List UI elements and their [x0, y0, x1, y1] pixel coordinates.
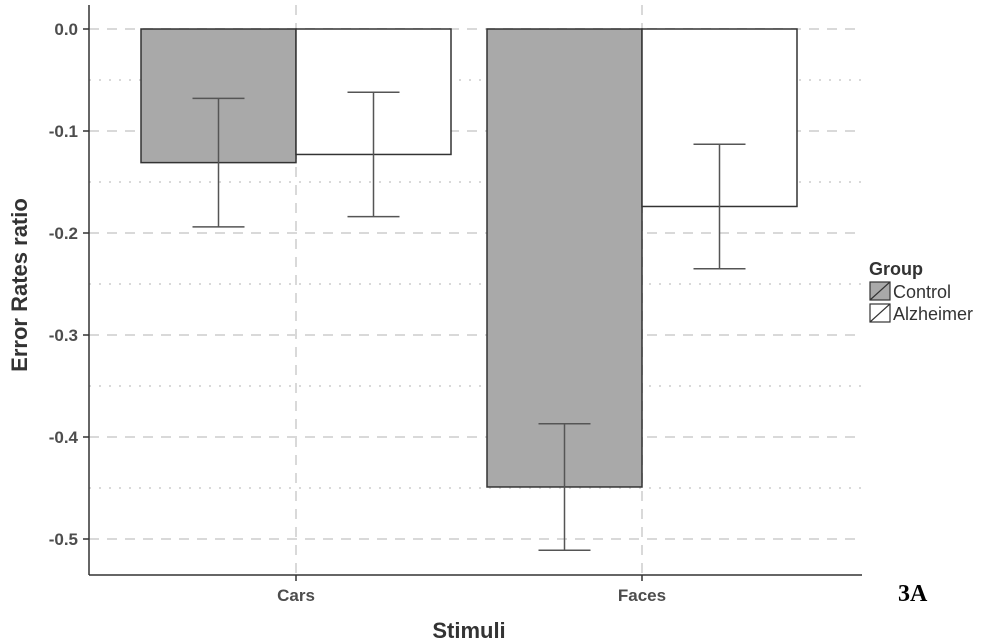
y-tick-labels: 0.0 -0.1 -0.2 -0.3 -0.4 -0.5 — [49, 20, 79, 549]
y-tick-label: -0.3 — [49, 326, 78, 345]
legend-key-slash-control — [869, 281, 891, 301]
x-tick-label-faces: Faces — [618, 586, 666, 605]
y-tick-label: -0.2 — [49, 224, 78, 243]
y-tick-label: -0.1 — [49, 122, 78, 141]
panel-label: 3A — [898, 581, 928, 607]
y-tick-label: -0.4 — [49, 428, 79, 447]
legend-label-control: Control — [893, 282, 951, 302]
y-axis-title: Error Rates ratio — [7, 198, 32, 372]
x-tick-labels: Cars Faces — [277, 586, 666, 605]
x-axis-title: Stimuli — [432, 618, 505, 642]
y-tick-label: 0.0 — [54, 20, 78, 39]
bar-faces-control — [486, 28, 643, 488]
legend-title: Group — [869, 259, 923, 279]
y-tick-label: -0.5 — [49, 530, 78, 549]
axes — [83, 5, 862, 581]
error-bars — [192, 91, 746, 551]
legend-label-alzheimer: Alzheimer — [893, 304, 973, 324]
x-tick-label-cars: Cars — [277, 586, 315, 605]
legend-key-slash-alzheimer — [869, 303, 891, 323]
